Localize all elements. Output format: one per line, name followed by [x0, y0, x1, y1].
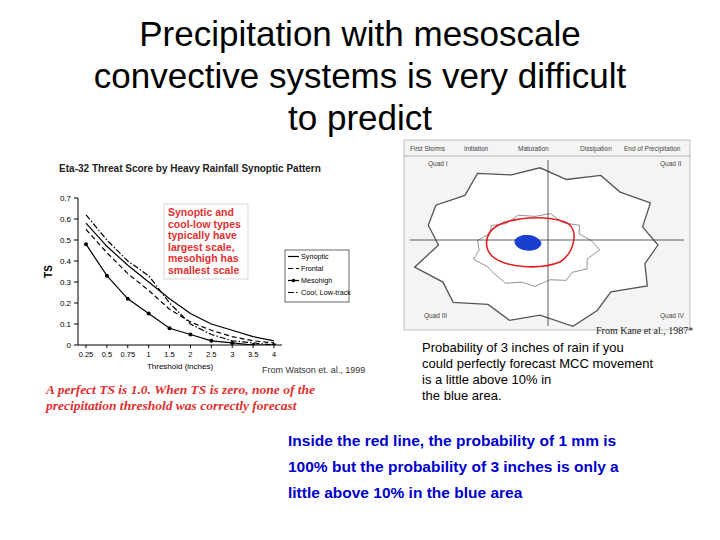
diagram-quadrant: Quad I [428, 160, 448, 168]
y-tick-label: 0.5 [60, 236, 72, 245]
series-marker [209, 339, 213, 343]
diagram-quadrant: Quad IV [660, 312, 685, 320]
y-tick [74, 198, 78, 199]
x-tick [190, 345, 191, 348]
series-marker [147, 312, 151, 316]
chart-title: Eta-32 Threat Score by Heavy Rainfall Sy… [59, 163, 321, 174]
note: 100% but the probability of 3 inches is … [288, 458, 619, 475]
legend-swatch [288, 292, 299, 293]
x-tick-label: 1 [147, 350, 151, 359]
x-tick-label: 3.5 [248, 350, 258, 359]
x-tick [169, 345, 170, 348]
caption: the blue area. [422, 388, 502, 403]
legend-marker [292, 279, 296, 283]
annotation: smallest scale [168, 264, 239, 276]
x-axis-label: Threshold (inches) [147, 362, 214, 371]
y-tick-label: 0.7 [60, 194, 72, 203]
y-tick-label: 0.6 [60, 215, 72, 224]
legend-label: Frontal [301, 264, 324, 273]
diagram-axis [548, 160, 549, 326]
y-tick-label: 0.2 [60, 299, 72, 308]
x-tick-label: 3 [230, 350, 234, 359]
x-tick [274, 345, 275, 348]
series-marker [126, 297, 130, 301]
y-tick-label: 0 [67, 341, 72, 350]
x-tick [211, 345, 212, 348]
y-tick-label: 0.4 [60, 257, 72, 266]
diagram-stage: First Storms [410, 145, 446, 152]
chart-footnote: A perfect TS is 1.0. When TS is zero, no… [45, 382, 315, 397]
legend-label: Synoptic [301, 252, 329, 261]
x-tick-label: 0.75 [120, 350, 135, 359]
x-tick [253, 345, 254, 348]
series-marker [105, 274, 109, 278]
diagram-stage: Dissipation [580, 145, 612, 153]
x-tick-label: 2 [188, 350, 192, 359]
caption: is a little above 10% in [422, 372, 551, 387]
y-tick [74, 345, 78, 346]
slide: Precipitation with mesoscaleconvective s… [0, 0, 720, 540]
x-tick-label: 1.5 [164, 350, 174, 359]
y-tick [74, 324, 78, 325]
x-tick [232, 345, 233, 348]
x-tick [148, 345, 149, 348]
y-tick [74, 261, 78, 262]
x-tick-label: 0.5 [102, 350, 112, 359]
annotation-box [164, 204, 248, 279]
annotation: largest scale, [168, 241, 235, 253]
x-tick-label: 0.25 [79, 350, 94, 359]
x-tick-label: 4 [272, 350, 276, 359]
caption: could perfectly forecast MCC movement [422, 356, 654, 371]
red-contour [487, 218, 575, 267]
slide-title: Precipitation with mesoscale [139, 14, 581, 53]
note: Inside the red line, the probability of … [288, 432, 616, 449]
diagram-quadrant: Quad III [424, 312, 447, 320]
annotation: mesohigh has [168, 252, 239, 264]
blue-area [515, 235, 541, 250]
legend-swatch [288, 268, 299, 269]
series-marker [84, 242, 88, 246]
diagram-axis [410, 240, 684, 241]
y-axis [78, 198, 79, 345]
annotation: typically have [168, 229, 237, 241]
legend-swatch [288, 256, 299, 257]
x-tick [127, 345, 128, 348]
x-tick [86, 345, 87, 348]
diagram-quadrant: Quad II [660, 160, 682, 168]
y-tick [74, 282, 78, 283]
legend-label: Mesohigh [301, 276, 332, 285]
diagram-frame [404, 140, 690, 330]
diagram-stage: End of Precipitation [624, 145, 681, 153]
caption: Probability of 3 inches of rain if you [422, 340, 624, 355]
annotation: Synoptic and [168, 206, 234, 218]
diagram-source: From Kane et al., 1987* [596, 325, 693, 336]
y-axis-label: TS [43, 265, 54, 278]
annotation: cool-low types [168, 218, 241, 230]
chart-footnote: precipitation threshold was correctly fo… [45, 398, 298, 413]
y-tick [74, 219, 78, 220]
series-marker [188, 333, 192, 337]
y-tick-label: 0.1 [60, 320, 72, 329]
cloud-shield [415, 168, 658, 327]
series-marker [168, 326, 172, 330]
y-tick-label: 0.3 [60, 278, 72, 287]
note: little above 10% in the blue area [288, 484, 523, 501]
inner-contour [474, 214, 600, 287]
slide-title: to predict [288, 98, 432, 137]
y-tick [74, 303, 78, 304]
diagram-stage: Maturation [518, 145, 549, 152]
slide-title: convective systems is very difficult [94, 56, 627, 95]
x-tick-label: 2.5 [206, 350, 216, 359]
diagram-strip [404, 156, 690, 157]
x-tick [106, 345, 107, 348]
chart-source: From Watson et. al., 1999 [262, 365, 365, 375]
y-tick [74, 240, 78, 241]
diagram-stage: Initiation [464, 145, 489, 152]
legend-label: Cool, Low-track [301, 288, 351, 297]
